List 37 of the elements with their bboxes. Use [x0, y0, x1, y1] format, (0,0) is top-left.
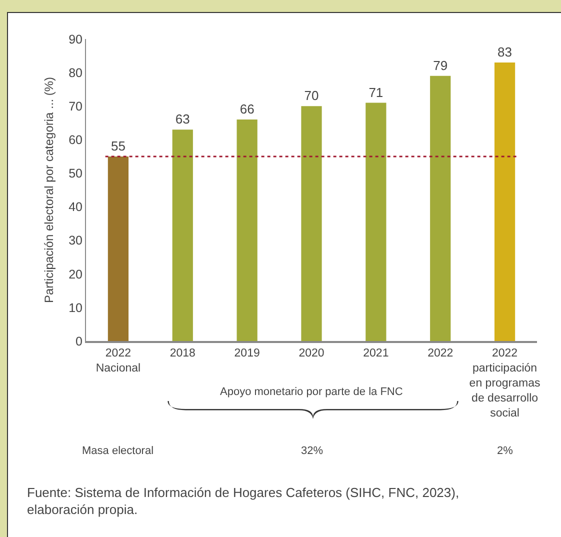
- data-label: 79: [433, 58, 448, 73]
- y-tick-label: 60: [68, 133, 83, 148]
- data-label: 83: [498, 44, 512, 60]
- bar: [108, 156, 129, 341]
- source-note: Fuente: Sistema de Información de Hogares Cafeteros (SIHC, FNC, 2023), elaboración propia.: [27, 485, 460, 517]
- bar: [236, 120, 258, 341]
- y-tick-label: 10: [68, 300, 83, 315]
- x-tick-label: 2019: [234, 348, 260, 360]
- x-tick-label: 2021: [363, 348, 389, 360]
- y-tick-label: 40: [68, 200, 83, 214]
- data-label: 71: [368, 84, 384, 100]
- y-tick-label: 70: [68, 99, 83, 114]
- data-label: 63: [175, 112, 190, 127]
- bar: [430, 76, 451, 341]
- y-tick-label: 20: [68, 267, 83, 282]
- y-tick-label: 50: [68, 166, 83, 181]
- bar: [172, 130, 193, 341]
- y-tick-label: 0: [76, 334, 83, 348]
- x-tick-label: 2018: [170, 348, 196, 360]
- bar: [366, 102, 386, 341]
- text: Masa electoral: [82, 445, 154, 457]
- bar: [301, 106, 322, 341]
- data-label: 66: [240, 102, 254, 117]
- data-label: 55: [110, 138, 126, 154]
- x-tick-label: 2020: [298, 348, 324, 360]
- y-tick-label: 80: [68, 66, 83, 80]
- text: 32%: [301, 445, 324, 457]
- bar: [494, 62, 516, 341]
- text: Apoyo monetario por parte de la FNC: [220, 386, 403, 398]
- y-tick-label: 30: [68, 234, 83, 248]
- x-tick-label: 2022 participación en programas de desarrollo social: [469, 348, 541, 420]
- x-tick-label: 2022: [428, 348, 454, 360]
- x-tick-label: 2022 Nacional: [96, 348, 141, 374]
- text: 2%: [497, 445, 514, 457]
- y-tick-label: 90: [68, 32, 83, 46]
- y-axis-title: Participación electoral por categoria ... (%): [42, 76, 56, 304]
- data-label: 70: [304, 88, 319, 104]
